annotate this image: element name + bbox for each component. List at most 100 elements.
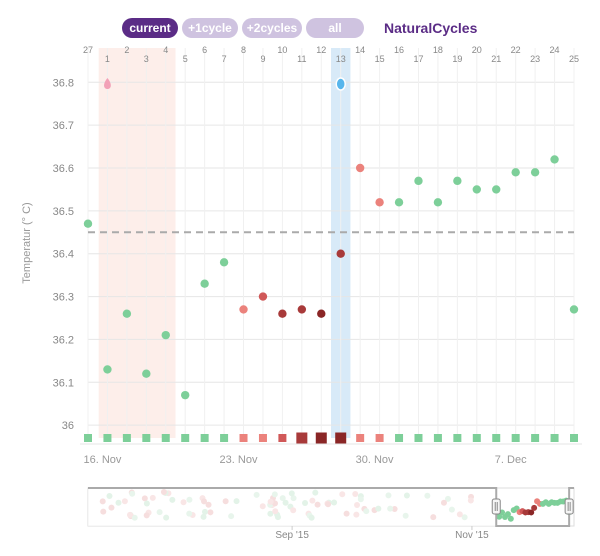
status-square[interactable] [239, 434, 248, 442]
navigator-history-point [288, 490, 295, 497]
cycle-day-label: 16 [394, 45, 404, 55]
status-square[interactable] [550, 434, 559, 442]
navigator-handle-left[interactable] [491, 498, 501, 515]
navigator-point [496, 513, 503, 520]
navigator-history-point [308, 514, 315, 521]
temperature-point[interactable] [550, 155, 559, 164]
temperature-point[interactable] [219, 258, 229, 267]
temperature-point[interactable] [569, 305, 579, 314]
cycle-day-label: 5 [183, 54, 188, 64]
temperature-point[interactable] [317, 309, 326, 318]
status-square[interactable] [315, 432, 327, 444]
temperature-point[interactable] [200, 279, 209, 288]
status-square[interactable] [122, 434, 131, 442]
temperature-point[interactable] [103, 365, 112, 374]
temperature-point[interactable] [258, 292, 268, 301]
status-square[interactable] [335, 432, 347, 444]
status-square[interactable] [511, 434, 520, 442]
temperature-point[interactable] [414, 176, 423, 186]
navigator-history-point [354, 501, 361, 508]
status-square[interactable] [414, 434, 423, 442]
navigator-date-label: Sep '15 [275, 530, 309, 541]
cycle-day-label: 6 [202, 45, 207, 55]
cycle-day-label: 3 [144, 54, 149, 64]
navigator-history-point [228, 513, 235, 520]
navigator-date-label: Nov '15 [455, 530, 489, 541]
navigator-history-point [430, 514, 437, 521]
navigator-handle-right[interactable] [564, 498, 574, 515]
temperature-point[interactable] [511, 168, 520, 177]
temperature-point[interactable] [472, 185, 481, 194]
status-square[interactable] [103, 434, 112, 442]
status-square[interactable] [142, 434, 151, 442]
cycle-day-label: 24 [550, 45, 560, 55]
navigator-history-point [143, 500, 150, 507]
temperature-point[interactable] [336, 249, 345, 258]
temperature-point[interactable] [375, 198, 384, 207]
temperature-point[interactable] [239, 305, 248, 314]
temperature-point[interactable] [453, 176, 462, 186]
temperature-point[interactable] [181, 390, 190, 400]
cycle-button-plus1[interactable]: +1cycle [182, 18, 238, 38]
period-marker-icon [104, 78, 111, 89]
navigator-point [528, 509, 535, 516]
navigator-history-point [201, 498, 208, 505]
navigator-history-point [253, 491, 260, 498]
navigator-history-point [163, 514, 170, 521]
navigator-history-point [448, 506, 455, 513]
status-square[interactable] [200, 434, 209, 442]
temperature-point[interactable] [83, 219, 93, 228]
navigator-history-point [456, 511, 463, 518]
navigator-history-point [272, 508, 279, 515]
status-square[interactable] [531, 434, 540, 442]
y-tick-label: 36.3 [53, 292, 74, 304]
cycle-day-label: 19 [452, 54, 462, 64]
navigator-history-point [331, 499, 338, 506]
navigator-history-point [131, 514, 138, 521]
temperature-point[interactable] [355, 163, 365, 173]
temperature-point[interactable] [433, 198, 443, 207]
status-square[interactable] [453, 434, 462, 442]
temperature-point[interactable] [394, 198, 404, 207]
temperature-point[interactable] [492, 185, 501, 194]
temperature-point[interactable] [278, 309, 287, 318]
status-square[interactable] [395, 434, 404, 442]
navigator-history-point [312, 489, 319, 496]
status-square[interactable] [472, 434, 481, 442]
navigator-history-point [99, 498, 106, 505]
status-square[interactable] [278, 434, 287, 442]
y-tick-label: 36.1 [53, 377, 74, 389]
navigator-history-point [233, 498, 240, 505]
navigator-history-point [385, 492, 392, 499]
status-square[interactable] [181, 434, 190, 442]
status-square[interactable] [220, 434, 229, 442]
temperature-point[interactable] [530, 168, 540, 177]
status-square[interactable] [296, 432, 308, 444]
status-square[interactable] [84, 434, 92, 442]
cycle-button-all[interactable]: all [306, 18, 364, 38]
temperature-point[interactable] [297, 305, 307, 314]
y-tick-label: 36.5 [53, 206, 74, 218]
navigator-history-point [200, 513, 207, 520]
status-square[interactable] [161, 434, 170, 442]
navigator-history-point [290, 495, 297, 502]
temperature-point[interactable] [161, 330, 170, 340]
status-square[interactable] [258, 434, 267, 442]
status-square[interactable] [433, 434, 442, 442]
navigator-history-point [467, 497, 474, 504]
cycle-day-label: 12 [316, 45, 326, 55]
temperature-point[interactable] [122, 309, 132, 318]
navigator-history-point [121, 498, 128, 505]
cycle-button-plus2[interactable]: +2cycles [242, 18, 302, 38]
status-square[interactable] [375, 434, 384, 442]
temperature-point[interactable] [142, 369, 151, 378]
cycle-day-label: 9 [260, 54, 265, 64]
status-square[interactable] [570, 434, 578, 442]
navigator-history-point [290, 507, 297, 514]
status-square[interactable] [492, 434, 501, 442]
navigator-history-point [143, 512, 150, 519]
status-square[interactable] [356, 434, 365, 442]
navigator-history-point [387, 505, 394, 512]
cycle-button-current[interactable]: current [122, 18, 178, 38]
